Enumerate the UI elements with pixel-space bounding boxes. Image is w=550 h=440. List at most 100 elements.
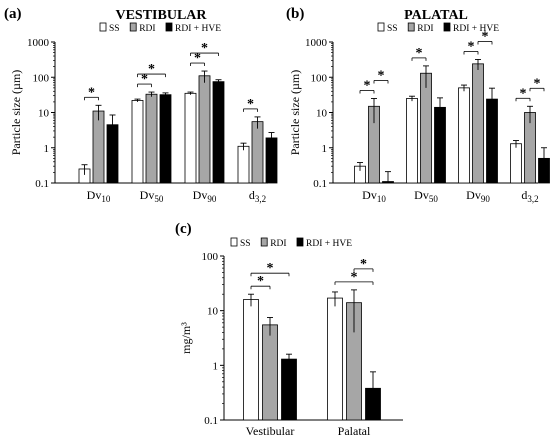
y-tick-label: 10 [38,108,50,120]
panel-2: (c) SS RDI RDI + HVE 0.1 1 10 100 mg/m³ Vestibula… [175,221,403,438]
legend-swatch-2 [296,237,304,247]
significance-star: * [520,86,527,101]
y-tick-label: 100 [33,72,50,84]
y-tick-label: 10 [207,306,219,318]
legend-swatch-1 [407,22,415,32]
bar [420,72,432,184]
legend-label-2: RDI + HVE [175,24,221,34]
legend-label-1: RDI [270,239,286,249]
legend-label-0: SS [387,24,398,34]
category-label-sub: 50 [429,194,439,204]
category-label-base: Dv [414,188,429,202]
bar [145,93,158,184]
y-tick-label: 0.1 [204,415,218,427]
category-label: Dv50 [140,188,164,204]
y-tick-label: 0.1 [35,178,49,190]
category-label: Dv90 [193,188,217,204]
significance-star: * [416,46,423,61]
legend-label-1: RDI [417,24,433,34]
legend-label-0: SS [109,24,120,34]
panel-title: PALATAL [404,8,468,23]
bar [198,75,211,184]
bar [262,324,278,421]
category-label-base: d [521,188,527,202]
bar [184,92,197,184]
y-axis-label: Particle size (µm) [288,70,302,156]
bar [406,98,418,184]
bar [212,81,225,184]
significance-star: * [351,270,358,285]
legend-label-2: RDI + HVE [453,24,499,34]
category-label: Dv10 [362,188,386,204]
y-tick-label: 1000 [305,37,328,49]
legend-swatch-1 [129,22,137,32]
category-label-base: Dv [87,188,102,202]
category-label-base: Dv [193,188,208,202]
significance-star: * [257,274,264,289]
bar [251,121,264,184]
category-label-sub: 50 [154,194,164,204]
bar [327,297,343,421]
significance-star: * [482,29,489,44]
significance-star: * [201,41,208,56]
category-label: Dv50 [414,188,438,204]
category-label: Dv10 [87,188,111,204]
category-label-base: Palatal [338,424,371,438]
y-tick-label: 100 [202,251,219,263]
significance-star: * [247,97,254,112]
significance-star: * [534,76,541,91]
legend-swatch-2 [443,22,451,32]
bar [458,87,470,184]
category-label-sub: 90 [207,194,217,204]
legend-swatch-1 [260,237,268,247]
significance-star: * [194,51,201,66]
legend-label-2: RDI + HVE [306,239,352,249]
category-label-sub: 10 [101,194,111,204]
significance-star: * [267,261,274,276]
significance-star: * [141,72,148,87]
category-label: Vestibular [246,424,295,438]
significance-star: * [468,39,475,54]
panel-letter: (b) [286,6,304,22]
legend-label-1: RDI [139,24,155,34]
legend-swatch-0 [230,237,238,247]
bar [243,299,259,421]
category-label-sub: 10 [377,194,387,204]
legend-swatch-0 [377,22,385,32]
category-label: d3,2 [249,188,266,204]
legend-swatch-2 [165,22,173,32]
significance-star: * [364,78,371,93]
y-tick-label: 1 [44,143,50,155]
y-axis-label: mg/m³ [179,322,193,354]
panel-letter: (a) [4,6,22,22]
bar [281,358,297,421]
panel-letter: (c) [175,221,192,237]
category-label-sub: 90 [481,194,491,204]
y-tick-label: 0.1 [313,178,327,190]
category-label: Palatal [338,424,371,438]
bar [92,110,105,184]
legend-swatch-0 [99,22,107,32]
category-label-base: Dv [362,188,377,202]
bar [510,143,522,184]
panel-title: VESTIBULAR [115,8,207,23]
significance-star: * [360,257,367,272]
bar [131,100,144,184]
bar [472,63,484,184]
y-tick-label: 100 [311,72,328,84]
category-label: Dv90 [466,188,490,204]
legend-label-0: SS [240,239,251,249]
category-label: d3,2 [521,188,538,204]
panel-1: (b) PALATAL SS RDI RDI + HVE 0.1 1 10 100 1000 Par… [286,6,550,204]
y-tick-label: 1 [213,360,219,372]
y-tick-label: 1000 [27,37,50,49]
category-label-sub: 3,2 [527,194,538,204]
y-axis-label: Particle size (µm) [9,70,23,156]
bar [159,94,172,184]
significance-star: * [88,85,95,100]
significance-star: * [378,68,385,83]
y-tick-label: 10 [316,108,328,120]
category-label-base: d [249,188,255,202]
bar [237,145,250,184]
